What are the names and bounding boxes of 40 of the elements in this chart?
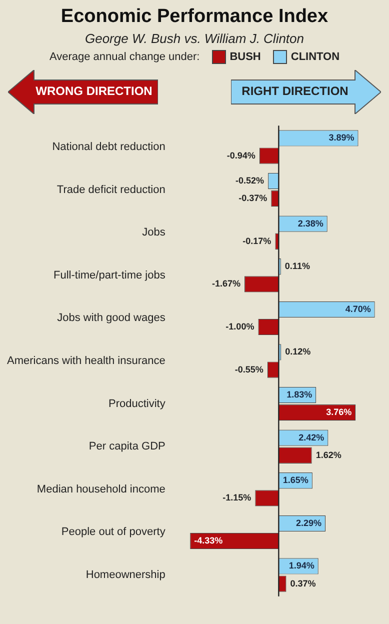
y-tick-label: Median household income xyxy=(36,483,166,496)
y-tick-label: Productivity xyxy=(108,398,166,410)
y-tick-label: People out of poverty xyxy=(61,526,166,538)
data-label: -1.00% xyxy=(226,321,254,332)
y-tick-label: Americans with health insurance xyxy=(6,355,166,368)
legend-label: CLINTON xyxy=(290,50,340,64)
data-label: 2.42% xyxy=(298,432,324,442)
data-label: -0.52% xyxy=(236,176,264,186)
data-label: 3.89% xyxy=(328,132,354,143)
data-label: -1.67% xyxy=(212,278,240,289)
data-label: -0.17% xyxy=(242,236,272,246)
text: RIGHT DIRECTION xyxy=(240,84,350,98)
data-label: 0.11% xyxy=(284,261,310,272)
data-label: 2.29% xyxy=(296,518,322,528)
data-label: 1.65% xyxy=(282,475,308,486)
data-label: 1.94% xyxy=(288,560,314,571)
data-label: -1.15% xyxy=(222,492,252,503)
data-label: 3.76% xyxy=(326,407,352,418)
data-label: 0.37% xyxy=(290,578,316,588)
y-tick-label: Jobs with good wages xyxy=(57,312,166,324)
y-tick-label: National debt reduction xyxy=(52,141,166,154)
data-label: 4.70% xyxy=(345,304,371,314)
data-label: 1.62% xyxy=(316,450,342,460)
y-tick-label: Jobs xyxy=(142,226,166,239)
data-label: 2.38% xyxy=(298,218,324,228)
y-tick-label: Trade deficit reduction xyxy=(56,184,166,196)
chart-subtitle: George W. Bush vs. William J. Clinton xyxy=(84,31,306,46)
legend-label: BUSH xyxy=(228,50,261,64)
y-tick-label: Homeownership xyxy=(86,569,166,582)
data-label: -0.37% xyxy=(238,193,268,204)
data-label: -0.55% xyxy=(234,364,264,374)
data-label: -4.33% xyxy=(194,535,223,546)
data-label: 0.12% xyxy=(285,346,311,357)
data-label: 1.83% xyxy=(286,390,312,400)
y-tick-label: Per capita GDP xyxy=(88,440,166,453)
legend-title: Average annual change under: xyxy=(49,51,200,63)
chart-title: Economic Performance Index xyxy=(60,5,330,28)
y-tick-label: Full-time/part-time jobs xyxy=(53,269,166,282)
data-label: -0.94% xyxy=(226,150,256,160)
text: WRONG DIRECTION xyxy=(34,84,154,98)
